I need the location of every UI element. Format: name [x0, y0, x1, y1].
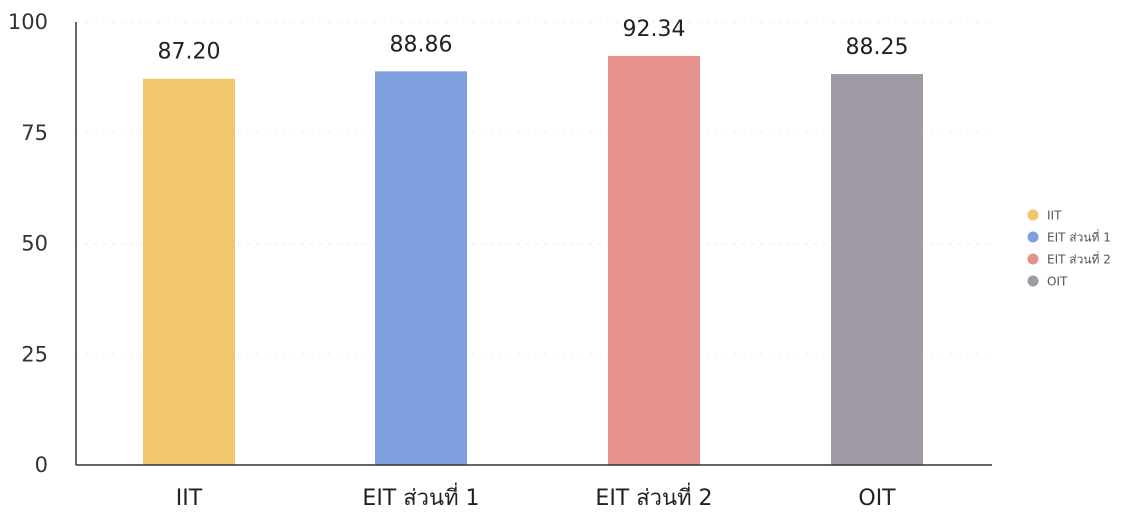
x-axis-ticks: IIT EIT ส่วนที่ 1 EIT ส่วนที่ 2 OIT [176, 482, 896, 511]
data-label: 88.86 [390, 32, 453, 57]
legend: IIT EIT ส่วนที่ 1 EIT ส่วนที่ 2 OIT [1027, 209, 1111, 289]
legend-label: EIT ส่วนที่ 1 [1047, 229, 1111, 245]
x-tick-label: IIT [176, 486, 203, 511]
legend-label: EIT ส่วนที่ 2 [1047, 251, 1111, 267]
x-tick-label: EIT ส่วนที่ 1 [362, 482, 479, 511]
data-labels: 87.20 88.86 92.34 88.25 [158, 17, 909, 65]
legend-swatch [1027, 209, 1039, 221]
legend-label: IIT [1047, 209, 1062, 223]
y-tick-label: 50 [21, 232, 48, 256]
bar [831, 74, 923, 466]
bars [143, 55, 923, 466]
y-tick-label: 0 [35, 453, 48, 477]
x-tick-label: OIT [858, 486, 896, 511]
y-tick-label: 100 [8, 10, 48, 34]
legend-label: OIT [1047, 275, 1068, 289]
x-tick-label: EIT ส่วนที่ 2 [595, 482, 712, 511]
y-tick-label: 75 [21, 121, 48, 145]
bar [143, 78, 235, 465]
data-label: 88.25 [846, 35, 909, 60]
data-label: 92.34 [623, 17, 686, 42]
data-label: 87.20 [158, 40, 221, 65]
y-tick-label: 25 [21, 342, 48, 366]
legend-swatch [1027, 253, 1039, 265]
bar [375, 71, 467, 466]
legend-swatch [1027, 275, 1039, 287]
bar [608, 55, 700, 465]
y-axis-ticks: 0 25 50 75 100 [8, 10, 48, 477]
legend-swatch [1027, 231, 1039, 243]
